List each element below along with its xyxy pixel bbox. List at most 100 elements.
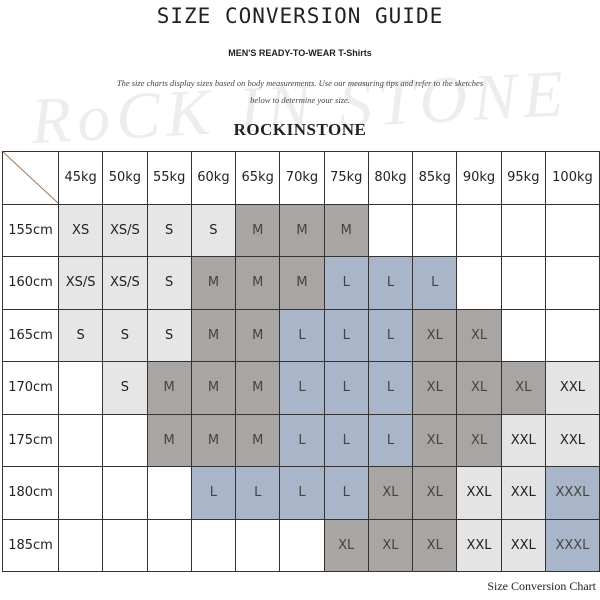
size-cell: M bbox=[279, 256, 325, 310]
size-cell: XL bbox=[500, 361, 546, 415]
size-cell: M bbox=[235, 361, 281, 415]
size-cell: XL bbox=[412, 361, 458, 415]
size-cell: XS/S bbox=[102, 203, 148, 257]
size-cell: XL bbox=[367, 518, 414, 572]
size-cell: M bbox=[235, 413, 281, 467]
size-cell: L bbox=[412, 256, 458, 310]
column-header: 55kg bbox=[146, 151, 192, 205]
size-cell bbox=[57, 518, 104, 572]
size-cell bbox=[456, 203, 502, 257]
size-cell bbox=[57, 413, 104, 467]
size-cell bbox=[235, 518, 281, 572]
caption: Size Conversion Chart bbox=[487, 579, 596, 593]
size-cell: M bbox=[146, 361, 192, 415]
diagonal bbox=[3, 152, 58, 204]
size-cell: XS bbox=[57, 203, 104, 257]
size-cell: S bbox=[190, 203, 237, 257]
size-cell: XL bbox=[367, 466, 414, 520]
size-cell bbox=[102, 518, 148, 572]
size-cell: XS/S bbox=[102, 256, 148, 310]
size-cell: XXL bbox=[544, 413, 600, 467]
size-cell: S bbox=[146, 203, 192, 257]
size-cell bbox=[412, 203, 458, 257]
size-cell: M bbox=[235, 203, 281, 257]
size-cell: XS/S bbox=[57, 256, 104, 310]
column-header: 90kg bbox=[456, 151, 502, 205]
size-cell: XXL bbox=[500, 518, 546, 572]
size-cell: L bbox=[279, 466, 325, 520]
corner-cell bbox=[2, 151, 59, 205]
size-cell: XL bbox=[456, 361, 502, 415]
size-cell: L bbox=[279, 308, 325, 362]
column-header: 70kg bbox=[279, 151, 325, 205]
row-header: 170cm bbox=[2, 361, 59, 415]
column-header: 100kg bbox=[544, 151, 600, 205]
size-cell: M bbox=[190, 361, 237, 415]
size-cell bbox=[190, 518, 237, 572]
column-header: 45kg bbox=[57, 151, 104, 205]
column-header: 95kg bbox=[500, 151, 546, 205]
size-cell: S bbox=[102, 308, 148, 362]
size-cell bbox=[544, 203, 600, 257]
column-header: 50kg bbox=[102, 151, 148, 205]
size-cell: M bbox=[235, 256, 281, 310]
size-cell: M bbox=[279, 203, 325, 257]
size-cell: XXL bbox=[500, 413, 546, 467]
size-cell bbox=[57, 361, 104, 415]
brand: ROCKINSTONE bbox=[233, 120, 367, 139]
size-cell: L bbox=[367, 361, 414, 415]
row-header: 185cm bbox=[2, 518, 59, 572]
size-cell: M bbox=[235, 308, 281, 362]
size-cell: S bbox=[102, 361, 148, 415]
row-header: 160cm bbox=[2, 256, 59, 310]
size-cell: XXL bbox=[456, 518, 502, 572]
size-cell bbox=[146, 518, 192, 572]
size-cell: L bbox=[190, 466, 237, 520]
subtitle: MEN'S READY-TO-WEAR T-Shirts bbox=[228, 48, 372, 58]
size-cell: XL bbox=[412, 413, 458, 467]
size-cell: L bbox=[323, 413, 369, 467]
size-cell: S bbox=[146, 256, 192, 310]
size-cell bbox=[102, 413, 148, 467]
size-cell bbox=[500, 203, 546, 257]
size-cell bbox=[279, 518, 325, 572]
size-cell: L bbox=[235, 466, 281, 520]
size-cell: L bbox=[367, 256, 414, 310]
size-cell: L bbox=[367, 308, 414, 362]
row-header: 155cm bbox=[2, 203, 59, 257]
size-cell: XL bbox=[456, 413, 502, 467]
size-cell bbox=[500, 256, 546, 310]
size-cell: L bbox=[323, 466, 369, 520]
size-cell: M bbox=[190, 413, 237, 467]
size-cell: M bbox=[323, 203, 369, 257]
size-cell bbox=[544, 308, 600, 362]
watermark: RoCK IN STONE bbox=[28, 56, 571, 159]
size-cell: XXXL bbox=[544, 466, 600, 520]
size-cell bbox=[57, 466, 104, 520]
size-cell: XL bbox=[323, 518, 369, 572]
title: SIZE CONVERSION GUIDE bbox=[156, 4, 444, 28]
size-cell: XL bbox=[412, 308, 458, 362]
column-header: 60kg bbox=[190, 151, 237, 205]
row-header: 175cm bbox=[2, 413, 59, 467]
size-cell: XL bbox=[456, 308, 502, 362]
row-header: 165cm bbox=[2, 308, 59, 362]
size-cell bbox=[102, 466, 148, 520]
description: below to determine your size. bbox=[250, 95, 350, 105]
size-cell bbox=[367, 203, 414, 257]
row-header: 180cm bbox=[2, 466, 59, 520]
description: The size charts display sizes based on b… bbox=[116, 78, 484, 88]
size-cell: L bbox=[323, 256, 369, 310]
column-header: 75kg bbox=[323, 151, 369, 205]
size-cell: XXL bbox=[500, 466, 546, 520]
size-cell bbox=[456, 256, 502, 310]
size-cell: XL bbox=[412, 518, 458, 572]
size-cell: L bbox=[367, 413, 414, 467]
size-cell: M bbox=[190, 256, 237, 310]
size-cell bbox=[544, 256, 600, 310]
size-table: 45kg 50kg 55kg 60kg 65kg 70kg 75kg 80kg 85kg 90kg… bbox=[2, 151, 600, 572]
size-cell: M bbox=[190, 308, 237, 362]
size-cell: M bbox=[146, 413, 192, 467]
column-header: 65kg bbox=[235, 151, 281, 205]
size-cell: XXL bbox=[544, 361, 600, 415]
